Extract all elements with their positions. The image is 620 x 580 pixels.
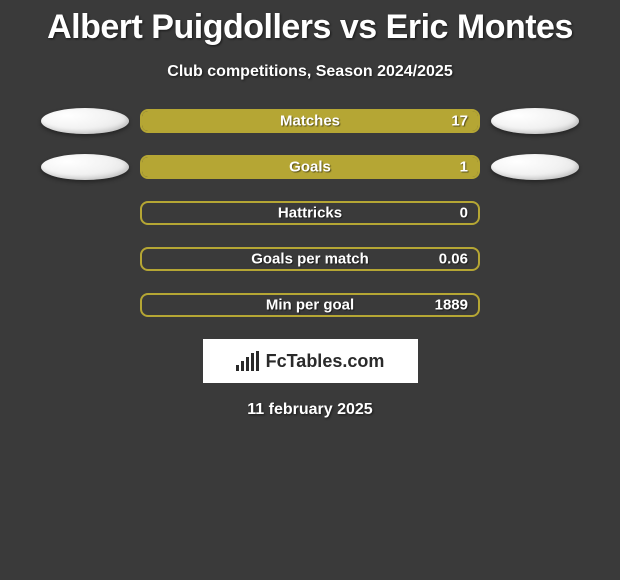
player1-orb: [41, 108, 129, 134]
stat-label: Goals per match: [251, 251, 369, 268]
right-orb-slot: [480, 154, 590, 180]
stat-value: 1: [460, 159, 468, 176]
stat-row: Hattricks 0: [0, 201, 620, 225]
stat-row: Min per goal 1889: [0, 293, 620, 317]
stat-label: Goals: [289, 159, 331, 176]
right-orb-slot: [480, 108, 590, 134]
comparison-card: Albert Puigdollers vs Eric Montes Club c…: [0, 0, 620, 419]
player2-orb: [491, 154, 579, 180]
page-title: Albert Puigdollers vs Eric Montes: [0, 8, 620, 47]
player2-orb: [491, 108, 579, 134]
subtitle: Club competitions, Season 2024/2025: [0, 63, 620, 81]
stat-value: 0: [460, 205, 468, 222]
date-label: 11 february 2025: [0, 401, 620, 419]
stat-bar: Matches 17: [140, 109, 480, 133]
bar-chart-icon: [236, 351, 260, 371]
stat-value: 17: [451, 113, 468, 130]
stat-bar: Hattricks 0: [140, 201, 480, 225]
stats-list: Matches 17 Goals 1 Hattricks 0 Goals per match…: [0, 109, 620, 317]
logo-text: FcTables.com: [266, 351, 385, 372]
stat-value: 0.06: [439, 251, 468, 268]
stat-label: Min per goal: [266, 297, 354, 314]
left-orb-slot: [30, 108, 140, 134]
stat-bar: Min per goal 1889: [140, 293, 480, 317]
stat-row: Matches 17: [0, 109, 620, 133]
stat-label: Hattricks: [278, 205, 342, 222]
player1-orb: [41, 154, 129, 180]
stat-bar: Goals per match 0.06: [140, 247, 480, 271]
stat-row: Goals 1: [0, 155, 620, 179]
stat-row: Goals per match 0.06: [0, 247, 620, 271]
stat-bar: Goals 1: [140, 155, 480, 179]
left-orb-slot: [30, 154, 140, 180]
stat-value: 1889: [435, 297, 468, 314]
stat-label: Matches: [280, 113, 340, 130]
logo-box: FcTables.com: [203, 339, 418, 383]
